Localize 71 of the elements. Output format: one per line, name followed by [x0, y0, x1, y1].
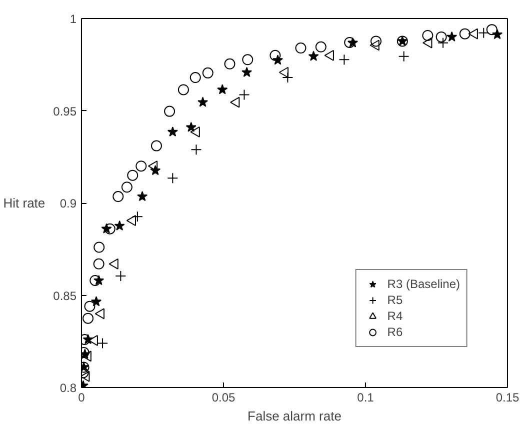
point — [127, 170, 138, 181]
point — [121, 182, 132, 193]
point — [91, 296, 102, 306]
point — [82, 370, 90, 382]
point — [90, 275, 101, 286]
point — [370, 40, 380, 51]
point — [370, 36, 382, 47]
point — [344, 36, 356, 48]
point — [108, 258, 118, 270]
point — [315, 41, 326, 52]
point — [167, 126, 178, 137]
point — [114, 220, 125, 230]
point — [148, 160, 158, 172]
point — [436, 31, 447, 42]
point — [468, 28, 478, 40]
x-tick-label: 0 — [78, 390, 86, 404]
point — [84, 300, 96, 312]
point — [82, 312, 94, 324]
point — [112, 191, 124, 202]
point — [446, 31, 458, 42]
point — [224, 58, 236, 70]
point — [126, 215, 136, 226]
point — [150, 140, 162, 152]
point — [422, 37, 432, 48]
point — [93, 258, 104, 270]
x-tick-label: 0.05 — [212, 390, 236, 404]
point — [137, 191, 148, 202]
point — [230, 96, 240, 108]
point — [186, 122, 196, 132]
point — [398, 50, 410, 62]
point — [202, 67, 214, 78]
y-tick-label: 0.8 — [60, 381, 77, 395]
point — [164, 106, 176, 117]
point — [338, 54, 350, 66]
point — [136, 160, 147, 172]
point — [238, 89, 250, 100]
point — [82, 350, 92, 362]
point — [190, 72, 201, 84]
point — [324, 50, 334, 61]
point — [478, 27, 490, 38]
point — [217, 84, 228, 94]
point — [198, 96, 208, 107]
x-tick-label: 0.15 — [496, 390, 520, 404]
point — [190, 144, 202, 156]
y-tick-label: 0.95 — [53, 104, 77, 118]
x-axis-title: False alarm rate — [248, 408, 342, 424]
point — [104, 223, 116, 234]
point — [167, 172, 178, 184]
y-tick-label: 0.9 — [60, 196, 77, 210]
point — [178, 84, 189, 96]
point — [459, 28, 470, 40]
legend-label: R6 — [387, 324, 404, 340]
point — [94, 308, 104, 320]
point — [486, 24, 498, 36]
point — [270, 50, 281, 61]
point — [308, 50, 319, 61]
point — [94, 242, 105, 253]
point — [422, 30, 434, 41]
legend-label: R3 (Baseline) — [387, 276, 460, 292]
point — [278, 66, 289, 78]
legend-label: R5 — [387, 292, 404, 308]
y-tick-label: 0.85 — [53, 288, 77, 303]
point — [97, 338, 108, 349]
legend-label: R4 — [387, 308, 404, 324]
x-tick-label: 0.1 — [357, 390, 374, 404]
point — [295, 42, 306, 54]
point — [242, 54, 254, 66]
y-axis-title: Hit rate — [3, 196, 46, 210]
point — [242, 66, 252, 77]
y-tick-label: 1 — [70, 12, 77, 26]
point — [190, 126, 200, 138]
